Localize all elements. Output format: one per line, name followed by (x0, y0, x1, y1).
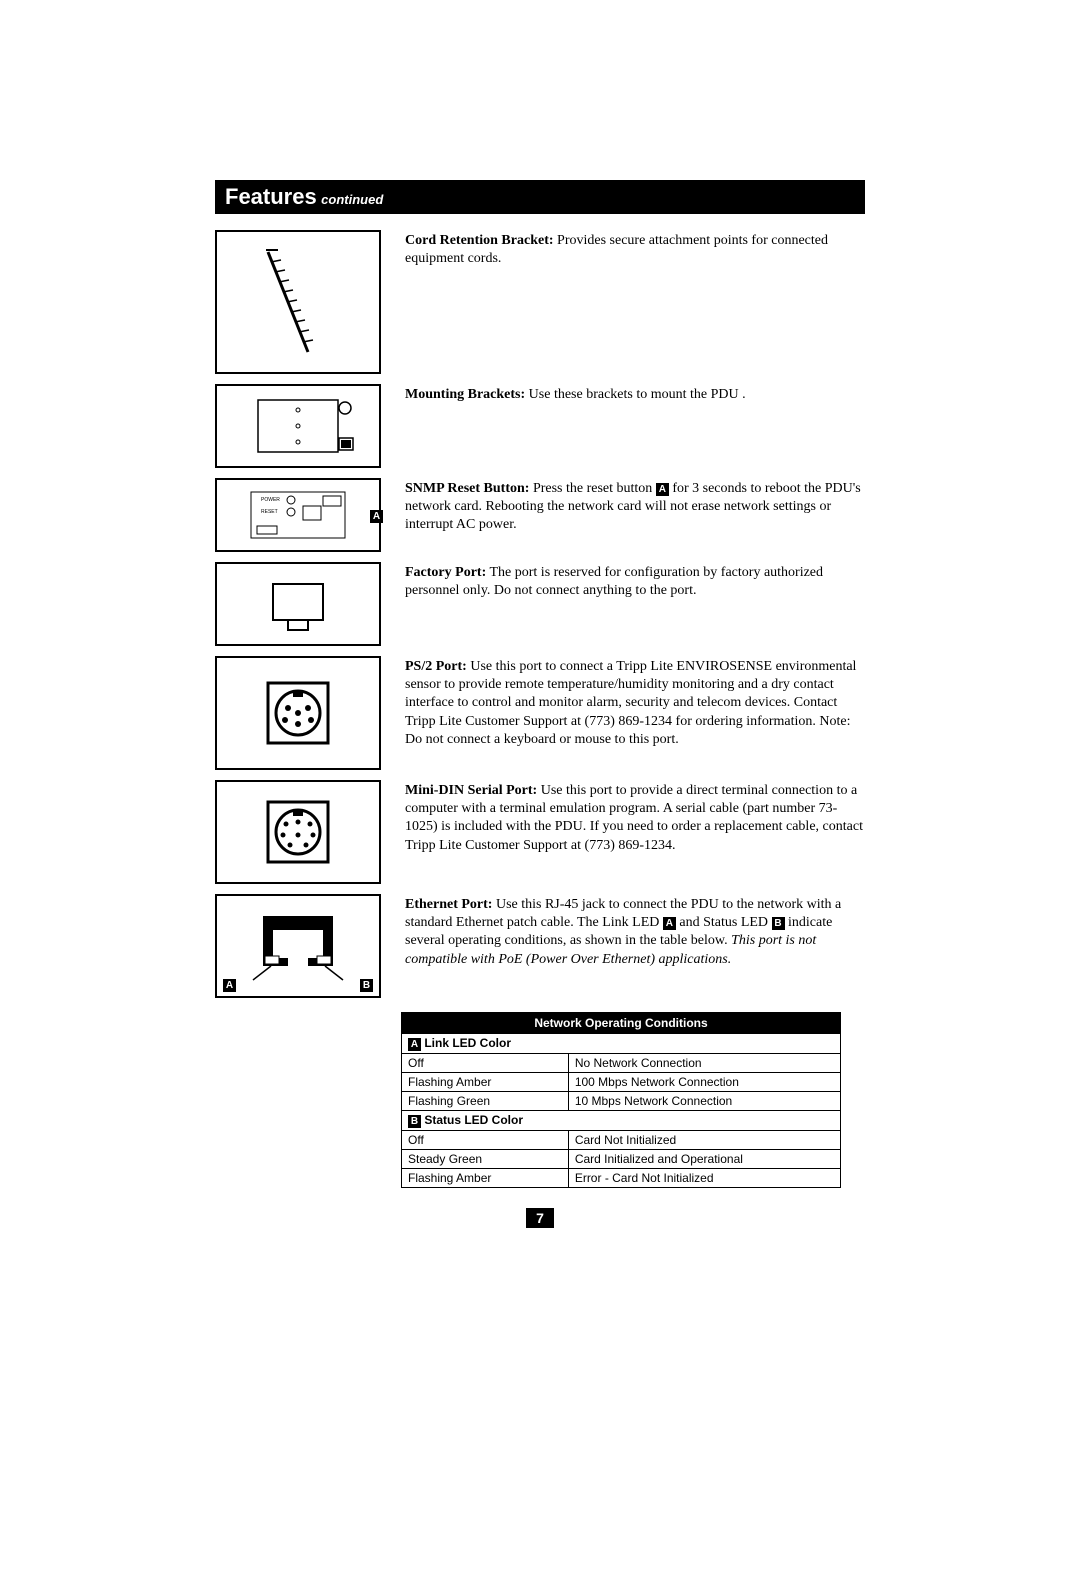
figure-mounting-brackets (215, 384, 381, 468)
callout-b-eth: B (360, 979, 373, 992)
desc-snmp-reset: SNMP Reset Button: Press the reset butto… (405, 478, 865, 535)
figure-minidin-port (215, 780, 381, 884)
desc-cord-bracket: Cord Retention Bracket: Provides secure … (405, 230, 865, 268)
network-conditions-table: Network Operating Conditions A Link LED … (401, 1012, 841, 1188)
table-title: Network Operating Conditions (402, 1013, 841, 1034)
status-led-header: B Status LED Color (402, 1111, 841, 1131)
section-subtitle: continued (321, 192, 383, 207)
table-row: Flashing Green10 Mbps Network Connection (402, 1092, 841, 1111)
desc-mounting-brackets: Mounting Brackets: Use these brackets to… (405, 384, 865, 404)
table-row: Steady GreenCard Initialized and Operati… (402, 1150, 841, 1169)
table-row: OffCard Not Initialized (402, 1131, 841, 1150)
svg-text:POWER: POWER (261, 497, 280, 503)
table-row: OffNo Network Connection (402, 1054, 841, 1073)
figure-ps2-port (215, 656, 381, 770)
figure-cord-bracket (215, 230, 381, 374)
desc-ps2-port: PS/2 Port: Use this port to connect a Tr… (405, 656, 865, 749)
callout-a-eth: A (223, 979, 236, 992)
desc-ethernet-port: Ethernet Port: Use this RJ-45 jack to co… (405, 894, 865, 969)
table-row: Flashing Amber100 Mbps Network Connectio… (402, 1073, 841, 1092)
callout-a: A (370, 510, 383, 523)
desc-minidin-port: Mini-DIN Serial Port: Use this port to p… (405, 780, 865, 855)
table-row: Flashing AmberError - Card Not Initializ… (402, 1169, 841, 1188)
figure-snmp-reset: POWER RESET A (215, 478, 381, 552)
page-number: 7 (215, 1208, 865, 1228)
desc-factory-port: Factory Port: The port is reserved for c… (405, 562, 865, 600)
figure-factory-port (215, 562, 381, 646)
section-title: Features (225, 184, 317, 209)
svg-text:RESET: RESET (261, 509, 278, 515)
figure-ethernet-port: A B (215, 894, 381, 998)
section-header: Features continued (215, 180, 865, 214)
link-led-header: A Link LED Color (402, 1034, 841, 1054)
